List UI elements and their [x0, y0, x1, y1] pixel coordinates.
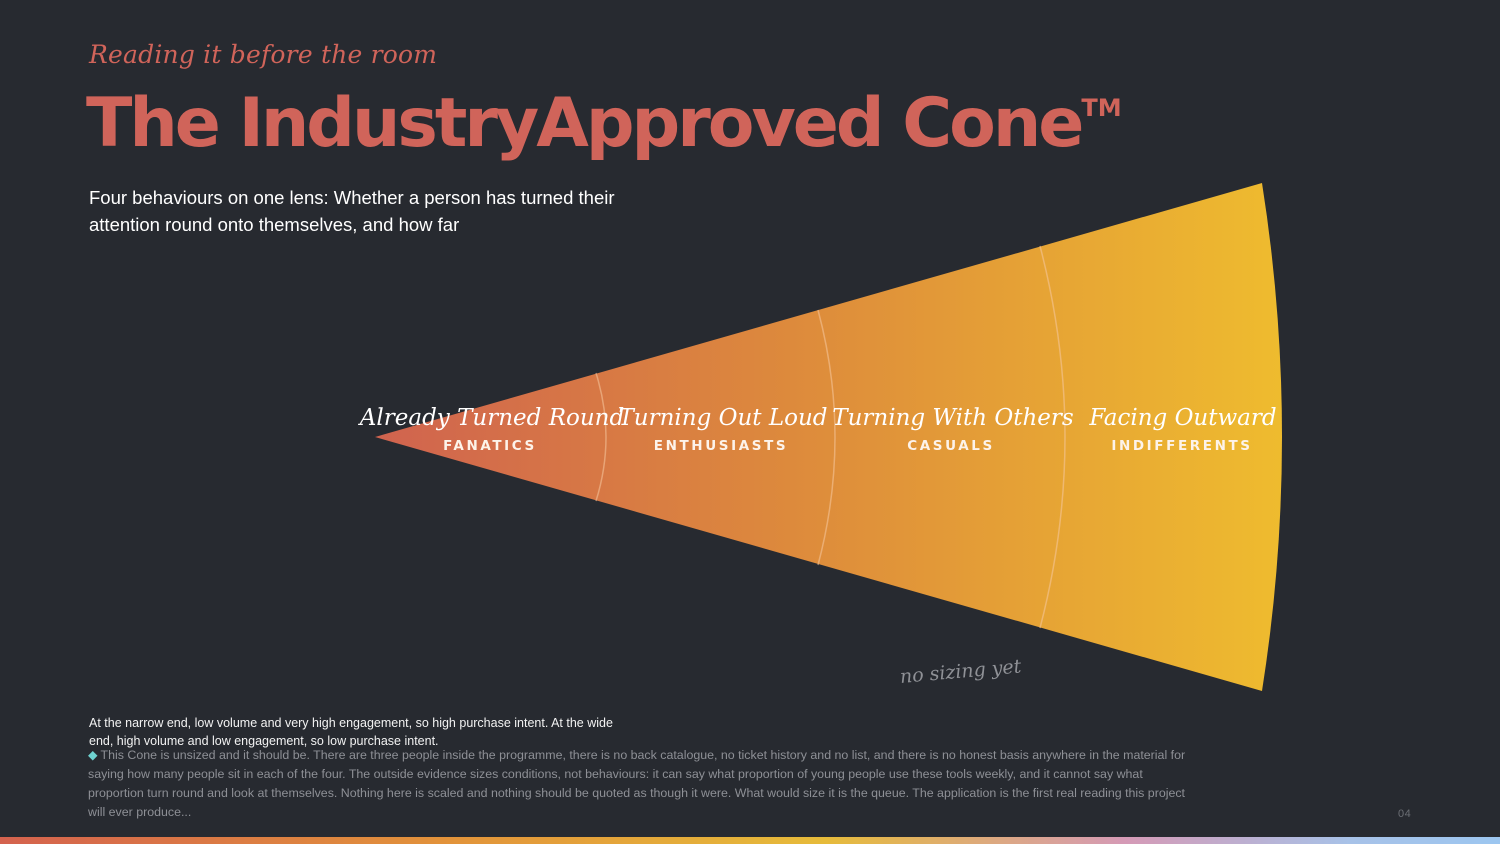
segment-category-indifferents: INDIFFERENTS	[1111, 438, 1252, 454]
diamond-icon: ◆	[88, 748, 98, 762]
bottom-gradient-bar	[0, 837, 1500, 844]
segment-divider-3	[1039, 245, 1066, 629]
segment-category-casuals: CASUALS	[907, 438, 995, 454]
footnote-text: This Cone is unsized and it should be. T…	[88, 748, 1186, 819]
segment-category-enthusiasts: ENTHUSIASTS	[654, 438, 788, 454]
title-text: The IndustryApproved Cone	[86, 84, 1084, 163]
footnote: ◆ This Cone is unsized and it should be. …	[88, 746, 1188, 822]
segment-label-casuals: Turning With Others	[832, 405, 1074, 431]
caption: At the narrow end, low volume and very h…	[89, 716, 613, 748]
segment-label-enthusiasts: Turning Out Loud	[618, 405, 827, 431]
segment-divider-1	[595, 372, 607, 502]
kicker: Reading it before the room	[89, 40, 438, 69]
segment-divider-2	[817, 309, 836, 566]
page-title: The IndustryApproved ConeTM	[86, 84, 1122, 163]
subtitle: Four behaviours on one lens: Whether a p…	[89, 187, 615, 235]
cone-shape	[375, 183, 1282, 691]
trademark-mark: TM	[1081, 94, 1122, 122]
page-number: 04	[1398, 808, 1412, 820]
segment-label-indifferents: Facing Outward	[1088, 405, 1276, 431]
segment-category-fanatics: FANATICS	[443, 438, 537, 454]
segment-label-fanatics: Already Turned Round	[358, 405, 624, 431]
